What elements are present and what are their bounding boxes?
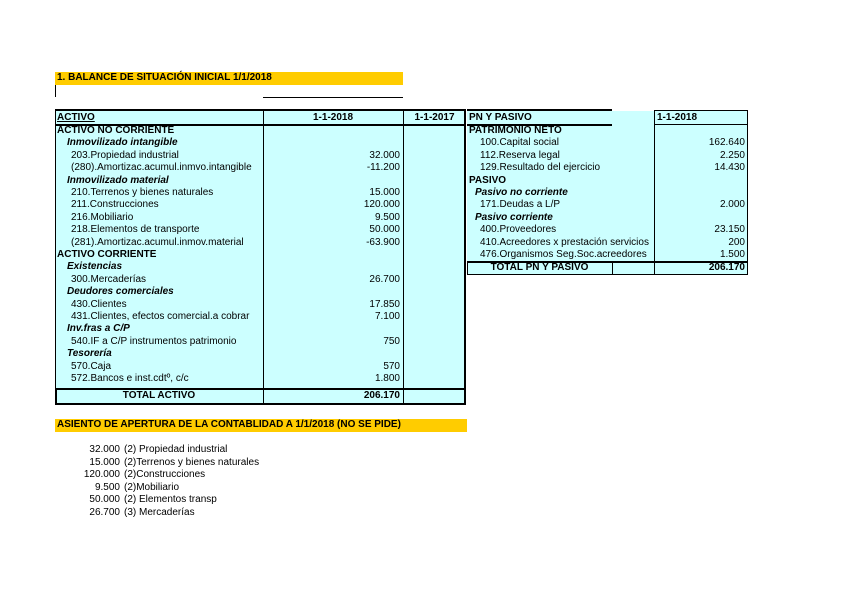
activo-row-label: (280).Amortizac.acumul.inmvo.intangible [71, 162, 252, 174]
col-sep [612, 261, 613, 275]
asiento-account: (2) Propiedad industrial [124, 444, 228, 455]
asiento-amount: 120.000 [83, 469, 120, 480]
asiento-amount: 26.700 [89, 506, 120, 518]
pasivo-col-header-line [654, 124, 748, 125]
asiento-account: (2)Terrenos y bienes naturales [124, 456, 260, 468]
pasivo-row-label: PATRIMONIO NETO [469, 125, 562, 136]
pasivo-row-label: Pasivo corriente [475, 211, 553, 223]
activo-row-value: 120.000 [363, 199, 400, 211]
activo-row-label: 300.Mercaderías [71, 273, 147, 285]
pasivo-col-2018: 1-1-2018 [657, 112, 698, 123]
activo-col-2017: 1-1-2017 [414, 112, 455, 123]
activo-row-value: 9.500 [374, 211, 400, 223]
activo-row-value: 1.800 [374, 373, 400, 384]
pasivo-row-label: 400.Proveedores [480, 224, 557, 236]
asiento-amount: 50.000 [89, 494, 120, 505]
activo-row-label: (281).Amortizac.acumul.inmov.material [71, 236, 244, 248]
activo-row-label: ACTIVO CORRIENTE [57, 249, 157, 260]
activo-top-border [55, 109, 466, 111]
pasivo-row-value: 23.150 [714, 224, 745, 236]
pasivo-col-box [654, 110, 748, 275]
asiento-account: (2)Mobiliario [124, 481, 180, 493]
pasivo-row-label: 476.Organismos Seg.Soc.acreedores [480, 249, 647, 260]
activo-row-label: 203.Propiedad industrial [71, 149, 179, 161]
activo-row-label: 572.Bancos e inst.cdtº, c/c [71, 373, 189, 384]
asiento-account: (2)Construcciones [124, 469, 206, 480]
col-sep [403, 111, 404, 405]
activo-row-value: -63.900 [366, 236, 400, 248]
activo-row-value: 50.000 [369, 224, 400, 236]
pasivo-header: PN Y PASIVO [469, 112, 532, 123]
activo-row-value: 15.000 [369, 187, 400, 198]
asiento-amount: 32.000 [89, 444, 120, 455]
pasivo-row-value: 1.500 [719, 249, 745, 260]
pasivo-row-label: PASIVO [469, 174, 507, 186]
asiento-amount: 15.000 [89, 456, 120, 468]
activo-header-border [55, 124, 466, 126]
total-pasivo-value: 206.170 [708, 262, 745, 273]
activo-row-value: 570 [383, 360, 400, 372]
pasivo-row-label: 410.Acreedores x prestación servicios [480, 236, 649, 248]
activo-row-value: 750 [383, 335, 400, 347]
activo-row-label: 211.Construcciones [71, 199, 159, 211]
activo-total-box [55, 388, 466, 405]
activo-row-value: 26.700 [369, 273, 400, 285]
left-marker [55, 85, 56, 97]
pasivo-row-label: 100.Capital social [480, 137, 559, 149]
activo-row-label: 430.Clientes [71, 298, 127, 310]
divider [263, 97, 403, 98]
activo-row-label: Tesorería [67, 348, 112, 360]
section-title: 1. BALANCE DE SITUACIÓN INICIAL 1/1/2018 [55, 72, 403, 85]
asiento-title: ASIENTO DE APERTURA DE LA CONTABLIDAD A … [55, 419, 467, 432]
activo-row-label: Existencias [67, 261, 123, 273]
activo-row-value: 17.850 [369, 298, 400, 310]
pasivo-row-value: 2.250 [719, 149, 745, 161]
pasivo-row-label: 112.Reserva legal [480, 149, 560, 161]
activo-row-label: Inmovilizado material [67, 174, 169, 186]
activo-row-label: Deudores comerciales [67, 286, 174, 298]
activo-row-label: 216.Mobiliario [71, 211, 134, 223]
pasivo-top-border [467, 109, 612, 111]
activo-row-label: 210.Terrenos y bienes naturales [71, 187, 214, 198]
activo-row-label: Inmovilizado intangible [67, 137, 178, 149]
total-activo-value: 206.170 [363, 390, 400, 401]
activo-row-label: 431.Clientes, efectos comercial.a cobrar [71, 311, 250, 322]
activo-row-label: ACTIVO NO CORRIENTE [57, 125, 175, 136]
pasivo-row-value: 162.640 [708, 137, 745, 149]
pasivo-header-border [467, 124, 612, 126]
activo-row-value: 32.000 [369, 149, 400, 161]
asiento-account: (2) Elementos transp [124, 494, 217, 505]
total-activo-label: TOTAL ACTIVO [122, 390, 196, 401]
pasivo-row-value: 200 [728, 236, 745, 248]
activo-row-label: 218.Elementos de transporte [71, 224, 200, 236]
activo-col-2018: 1-1-2018 [312, 112, 354, 123]
pasivo-row-label: Pasivo no corriente [475, 187, 568, 198]
activo-header: ACTIVO [57, 112, 95, 123]
pasivo-row-label: 129.Resultado del ejercicio [480, 162, 601, 174]
pasivo-row-label: 171.Deudas a L/P [480, 199, 561, 211]
activo-table [55, 111, 466, 405]
activo-row-label: Inv.fras a C/P [67, 323, 130, 335]
total-pasivo-label: TOTAL PN Y PASIVO [490, 262, 589, 273]
activo-row-label: 570.Caja [71, 360, 112, 372]
activo-row-label: 540.IF a C/P instrumentos patrimonio [71, 335, 237, 347]
pasivo-table [467, 111, 748, 275]
pasivo-total-box [467, 261, 748, 275]
pasivo-row-value: 14.430 [714, 162, 745, 174]
activo-row-value: -11.200 [366, 162, 400, 174]
asiento-amount: 9.500 [94, 481, 120, 493]
asiento-account: (3) Mercaderías [124, 506, 195, 518]
activo-row-value: 7.100 [374, 311, 400, 322]
col-sep [263, 111, 264, 405]
pasivo-row-value: 2.000 [719, 199, 745, 211]
